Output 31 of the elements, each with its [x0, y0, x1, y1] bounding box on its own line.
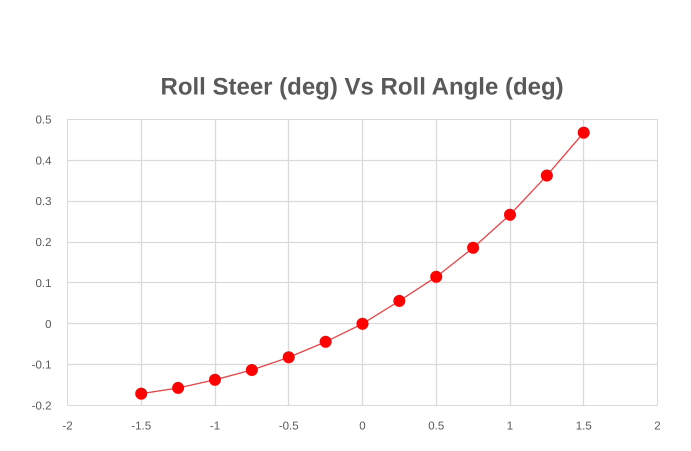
- y-tick-label: 0: [45, 318, 52, 331]
- point: [393, 294, 406, 307]
- x-tick-label: 1.5: [576, 420, 592, 432]
- point: [246, 364, 258, 376]
- x-tick-label: -0.5: [278, 420, 299, 432]
- x-tick-label: 0.5: [428, 420, 444, 432]
- x-tick-label: -1: [210, 420, 220, 432]
- y-tick-label: -0.2: [32, 400, 52, 412]
- y-tick-label: 0.4: [36, 155, 52, 168]
- y-tick-label: 0.5: [36, 114, 52, 126]
- point: [467, 242, 480, 254]
- x-tick-label: -2: [62, 420, 73, 432]
- x-tick-label: -1.5: [131, 420, 152, 432]
- point: [172, 382, 184, 394]
- point: [356, 318, 368, 330]
- point: [578, 126, 590, 139]
- point: [504, 208, 516, 221]
- point: [209, 374, 221, 386]
- x-tick-label: 1: [506, 420, 514, 432]
- y-tick-label: 0.1: [36, 278, 52, 290]
- x-tick-label: 0: [359, 420, 366, 432]
- y-tick-label: 0.3: [36, 196, 52, 208]
- point: [430, 270, 442, 283]
- point: [282, 351, 295, 364]
- y-tick-label: -0.1: [32, 360, 52, 372]
- point: [135, 388, 148, 400]
- chart-title: Roll Steer (deg) Vs Roll Angle (deg): [160, 74, 564, 100]
- point: [320, 336, 332, 348]
- x-tick-label: 2: [654, 420, 661, 432]
- y-tick-label: 0.2: [36, 237, 52, 250]
- point: [540, 169, 553, 182]
